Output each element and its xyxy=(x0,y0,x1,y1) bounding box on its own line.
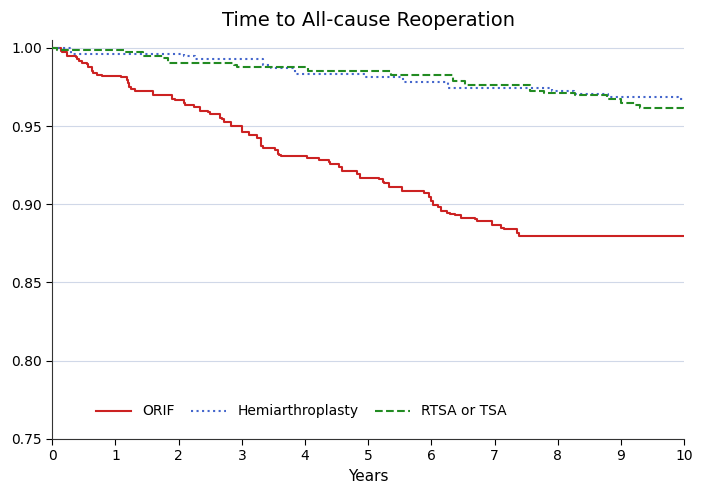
X-axis label: Years: Years xyxy=(348,469,389,484)
Legend: ORIF, Hemiarthroplasty, RTSA or TSA: ORIF, Hemiarthroplasty, RTSA or TSA xyxy=(91,399,512,424)
Title: Time to All-cause Reoperation: Time to All-cause Reoperation xyxy=(222,11,515,30)
